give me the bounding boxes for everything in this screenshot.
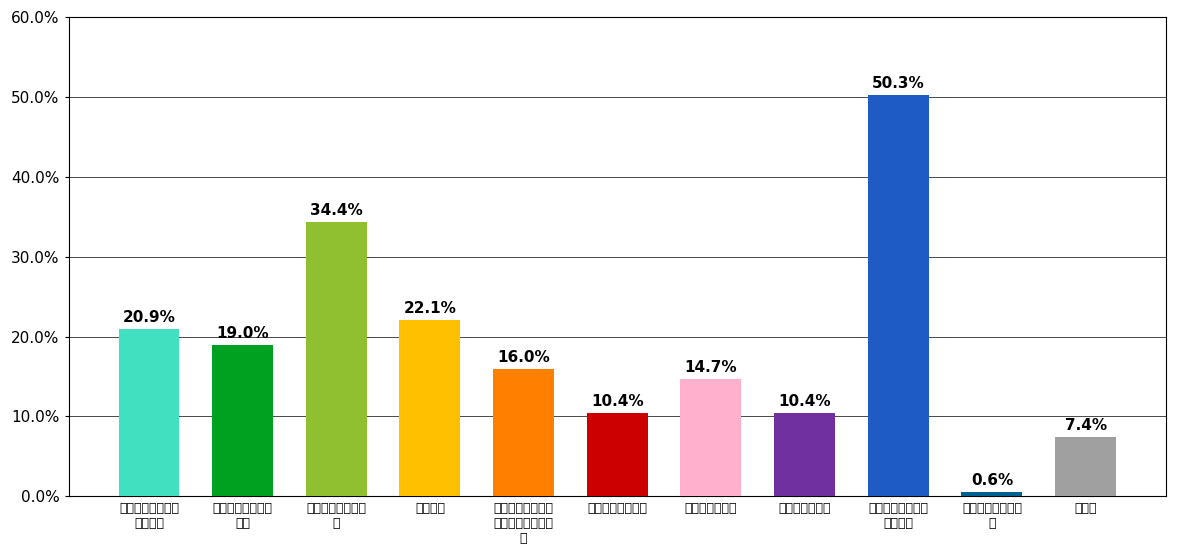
- Bar: [399, 320, 460, 497]
- Text: 10.4%: 10.4%: [591, 394, 644, 409]
- Text: 50.3%: 50.3%: [872, 76, 925, 91]
- Bar: [962, 492, 1023, 497]
- Text: 20.9%: 20.9%: [122, 310, 175, 325]
- Text: 0.6%: 0.6%: [971, 473, 1013, 488]
- Bar: [587, 413, 647, 497]
- Text: 19.0%: 19.0%: [217, 326, 268, 341]
- Text: 16.0%: 16.0%: [497, 350, 550, 365]
- Bar: [306, 222, 367, 497]
- Bar: [867, 95, 929, 497]
- Bar: [212, 345, 273, 497]
- Text: 22.1%: 22.1%: [404, 301, 457, 316]
- Bar: [493, 369, 554, 497]
- Bar: [680, 379, 742, 497]
- Bar: [119, 329, 179, 497]
- Bar: [774, 413, 834, 497]
- Bar: [1055, 437, 1116, 497]
- Text: 14.7%: 14.7%: [685, 360, 737, 375]
- Text: 7.4%: 7.4%: [1064, 418, 1106, 433]
- Text: 34.4%: 34.4%: [310, 202, 363, 217]
- Text: 10.4%: 10.4%: [778, 394, 831, 409]
